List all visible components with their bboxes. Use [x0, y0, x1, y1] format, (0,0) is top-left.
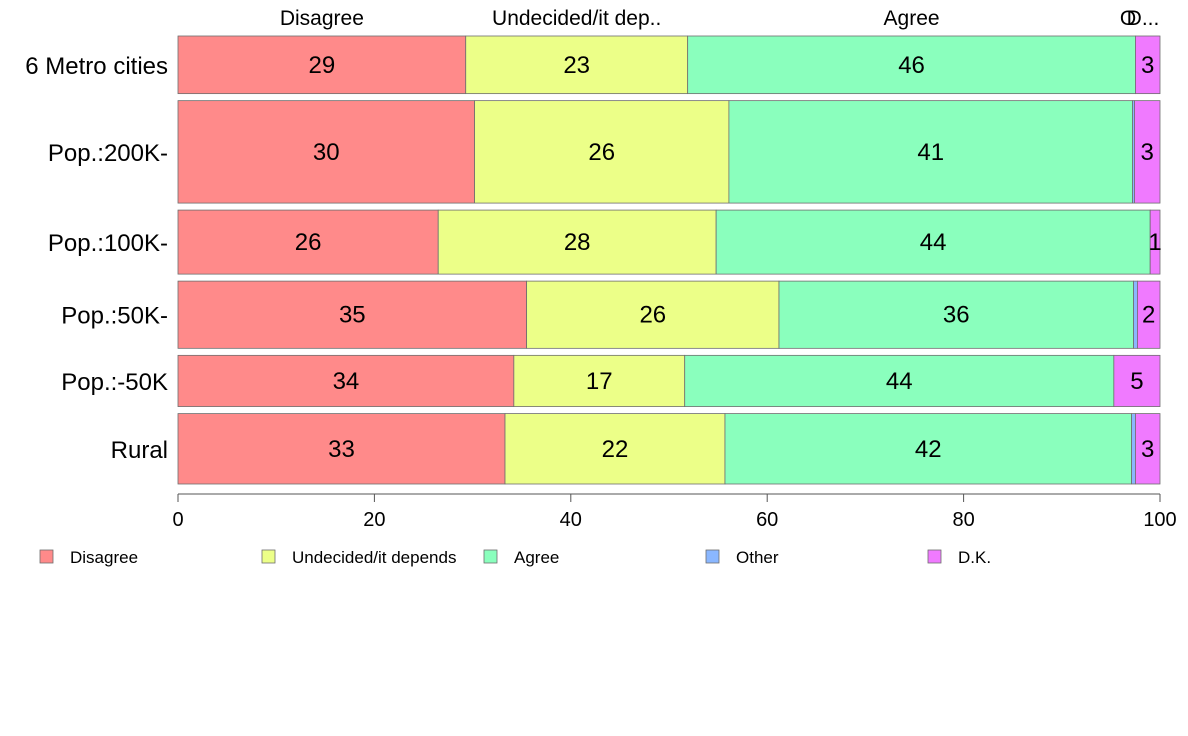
bar-value-label: 28	[564, 229, 591, 256]
bar-value-label: 34	[333, 368, 360, 395]
bar-value-label: 36	[943, 302, 970, 329]
segment-header-label: Agree	[884, 7, 940, 30]
bar-value-label: 3	[1141, 436, 1154, 463]
bar-value-label: 26	[639, 302, 666, 329]
bar-segment	[728, 100, 1133, 204]
x-tick-label: 100	[1143, 509, 1176, 531]
segment-header-label: O	[1120, 7, 1136, 30]
legend-swatch	[705, 549, 720, 564]
legend-swatch	[927, 549, 942, 564]
bar-segment	[504, 413, 726, 485]
bar-segment	[177, 35, 467, 95]
category-label: Pop.:-50K	[61, 369, 168, 396]
bar-segment	[1135, 35, 1161, 95]
bar-value-label: 42	[915, 436, 942, 463]
bar-value-label: 1	[1148, 229, 1161, 256]
bar-value-label: 44	[920, 229, 947, 256]
category-label: Pop.:50K-	[61, 303, 168, 330]
bar-segment	[513, 354, 686, 407]
bar-segment	[1137, 280, 1161, 349]
bar-value-label: 22	[602, 436, 629, 463]
bar-segment	[177, 354, 515, 407]
bar-value-label: 29	[309, 52, 336, 79]
legend-swatch	[483, 549, 498, 564]
bar-segment	[724, 413, 1132, 485]
bar-segment	[1131, 413, 1136, 485]
category-label: Rural	[111, 437, 168, 464]
bar-value-label: 3	[1141, 139, 1154, 166]
segment-header-label: Undecided/it dep..	[492, 7, 661, 30]
bar-segment	[177, 413, 506, 485]
bar-value-label: 44	[886, 368, 913, 395]
bar-segment	[1135, 413, 1161, 485]
bar-segment	[684, 354, 1115, 407]
bar-value-label: 46	[898, 52, 925, 79]
bar-segment	[526, 280, 780, 349]
bar-segment	[778, 280, 1134, 349]
bar-value-label: 41	[917, 139, 944, 166]
bar-value-label: 30	[313, 139, 340, 166]
bar-value-label: 23	[563, 52, 590, 79]
bar-value-label: 26	[588, 139, 615, 166]
legend-swatch	[39, 549, 54, 564]
bar-segment	[715, 209, 1151, 275]
x-tick-label: 20	[363, 509, 385, 531]
bar-segment	[1133, 280, 1138, 349]
legend-label: Undecided/it depends	[292, 548, 456, 567]
bar-value-label: 35	[339, 302, 366, 329]
bar-segment	[687, 35, 1136, 95]
x-tick-label: 80	[952, 509, 974, 531]
bar-value-label: 33	[328, 436, 355, 463]
legend-label: Disagree	[70, 548, 138, 567]
bar-value-label: 2	[1142, 302, 1155, 329]
bar-segment	[177, 100, 475, 204]
category-label: Pop.:100K-	[48, 230, 168, 257]
x-tick-label: 0	[172, 509, 183, 531]
legend-label: Agree	[514, 548, 559, 567]
legend-swatch	[261, 549, 276, 564]
legend-label: Other	[736, 548, 779, 567]
bar-segment	[1134, 100, 1161, 204]
bar-value-label: 17	[586, 368, 613, 395]
legend-label: D.K.	[958, 548, 991, 567]
category-label: 6 Metro cities	[25, 53, 168, 80]
bar-segment	[1113, 354, 1161, 407]
bar-segment	[474, 100, 730, 204]
bar-segment	[177, 209, 439, 275]
bar-segment	[465, 35, 689, 95]
segment-header-label: D...	[1127, 7, 1160, 30]
bar-segment	[177, 280, 528, 349]
bar-value-label: 3	[1141, 52, 1154, 79]
segment-header-label: Disagree	[280, 7, 364, 30]
bar-segment	[437, 209, 717, 275]
x-tick-label: 40	[560, 509, 582, 531]
bar-value-label: 26	[295, 229, 322, 256]
bar-segment	[1149, 209, 1161, 275]
category-label: Pop.:200K-	[48, 140, 168, 167]
x-tick-label: 60	[756, 509, 778, 531]
bar-value-label: 5	[1130, 368, 1143, 395]
